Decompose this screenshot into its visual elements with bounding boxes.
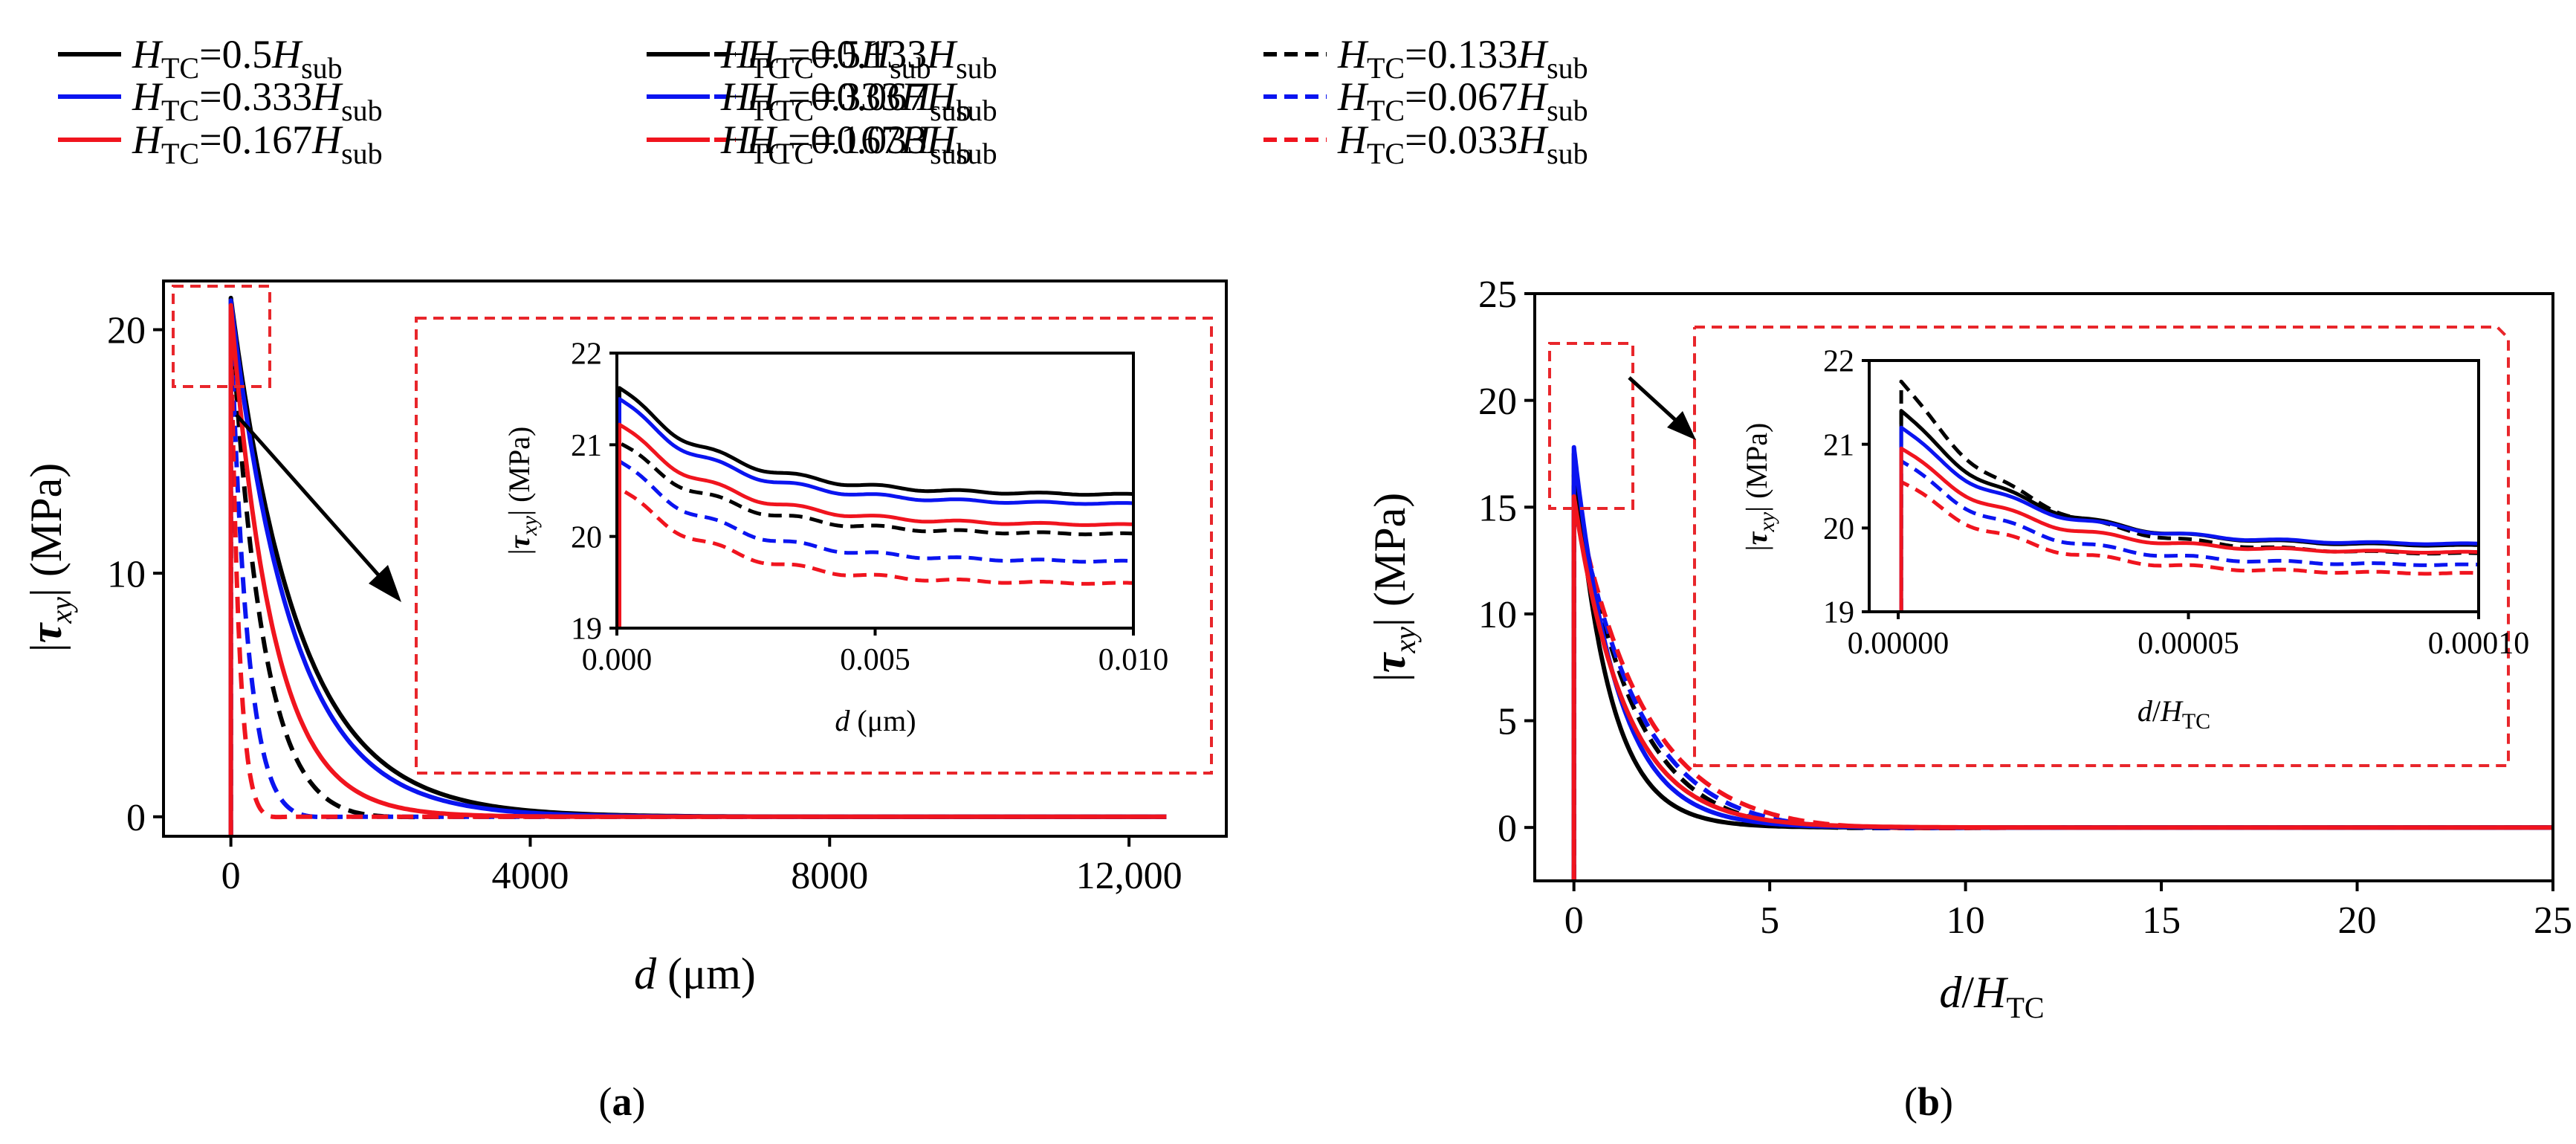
panel-b-x-tick-label: 5	[1760, 899, 1779, 942]
legend-label-h0033: HTC=0.033Hsub	[1337, 117, 1588, 170]
panel-b-zoom-arrowhead	[1667, 411, 1696, 440]
panel-a-inset-x-tick-label: 0.005	[840, 643, 910, 677]
panel-b-plot-frame	[1533, 292, 2554, 882]
inset-series-line-h0167	[1899, 446, 2479, 612]
panel-b-inset-frame	[1868, 359, 2480, 613]
panel-b-inset-ticks: 0.00000 0.00005 0.00010 19 20 21 22	[1823, 345, 2529, 661]
inset-series-line-h0033	[1899, 479, 2479, 612]
panel-b-y-tick-label: 0	[1498, 807, 1517, 850]
panel-a-x-tick-label: 8000	[791, 855, 868, 897]
panel-b-inset-y-tick-label: 21	[1823, 428, 1854, 462]
panel-b-series	[1571, 445, 2553, 881]
panel-b-x-tick-label: 25	[2534, 899, 2572, 942]
panel-b-x-axis-label: d/HTC	[1939, 968, 2044, 1024]
panel-b-y-tick-label: 10	[1478, 594, 1517, 636]
panel-b-y-tick-label: 25	[1478, 274, 1517, 316]
legend-label-h0167: HTC=0.167Hsub	[132, 117, 383, 170]
inset-series-line-h0133	[1899, 379, 2479, 612]
panel-a-y-axis-label: |τxy| (MPa)	[22, 463, 78, 653]
panel-a-inset-x-tick-label: 0.010	[1098, 643, 1169, 677]
panel-a-inset-x-label: d (μm)	[835, 704, 916, 737]
inset-series-line-h0067	[1899, 459, 2479, 612]
panel-b-caption: (b)	[1904, 1079, 1953, 1124]
panel-a-inset-ticks: 0.000 0.005 0.010 19 20 21 22	[571, 337, 1168, 677]
series-line-h0167	[1571, 494, 2553, 881]
panel-b-inset-y-label: |τxy| (MPa)	[1740, 423, 1779, 552]
panel-a-zoom-region	[172, 285, 271, 388]
panel-a-zoom-arrowhead	[369, 565, 401, 602]
panel-b-inset-x-tick-label: 0.00000	[1848, 627, 1949, 661]
series-line-h0333	[1571, 445, 2553, 881]
panel-a-inset-y-tick-label: 21	[571, 429, 602, 463]
panel-a-inset-y-tick-label: 22	[571, 337, 602, 372]
panel-b-inset-y-tick-label: 20	[1823, 512, 1854, 546]
panel-a-y-tick-label: 0	[126, 797, 146, 839]
series-line-h0067	[228, 312, 1167, 836]
inset-series-line-h05	[1899, 409, 2479, 612]
legend-label-h0067: HTC=0.067Hsub	[1337, 74, 1588, 127]
legend-label-h0333: HTC=0.333Hsub	[132, 74, 383, 127]
panel-a-inset-y-label: |τxy| (MPa)	[502, 427, 542, 555]
panel-b-zoom-arrow	[1628, 376, 1683, 427]
panel-b-inset-x-tick-label: 0.00010	[2428, 627, 2530, 661]
inset-series-line-h0133	[618, 441, 1133, 628]
panel-a-y-tick-label: 10	[107, 553, 146, 595]
legend-label-h0133: HTC=0.133Hsub	[746, 32, 997, 85]
panel-a-series	[228, 295, 1167, 836]
inset-series-line-h0167	[618, 422, 1133, 628]
panel-a-y-tick-label: 20	[107, 310, 146, 352]
panel-b-x-tick-label: 15	[2142, 899, 2181, 942]
panel-b-inset-x-tick-label: 0.00005	[2138, 627, 2239, 661]
panel-b-x-tick-label: 20	[2338, 899, 2377, 942]
panel-b-ticks: 0 5 10 15 20 25 0 5 10 15 20 25	[1478, 274, 2572, 942]
panel-a-ticks: 0 4000 8000 12,000 0 10 20	[107, 310, 1182, 897]
panel-b-y-tick-label: 20	[1478, 381, 1517, 423]
panel-a-inset-y-tick-label: 19	[571, 613, 602, 647]
panel-a-inset-x-tick-label: 0.000	[582, 643, 653, 677]
legend-label-h05: HTC=0.5Hsub	[720, 32, 931, 85]
panel-a-inset-border	[415, 317, 1213, 775]
panel-b-y-tick-label: 5	[1498, 701, 1517, 743]
legend-label-h0333: HTC=0.333Hsub	[720, 74, 971, 127]
inset-series-line-h0333	[618, 397, 1133, 628]
panel-a-plot-frame	[162, 279, 1228, 838]
panel-a-inset-series	[618, 386, 1133, 628]
panel-b-x-tick-label: 10	[1946, 899, 1985, 942]
panel-b-inset-y-tick-label: 19	[1823, 596, 1854, 630]
legend-label-h0167: HTC=0.167Hsub	[720, 117, 971, 170]
legend-label-h05: HTC=0.5Hsub	[132, 32, 343, 85]
inset-series-line-h05	[618, 386, 1133, 628]
series-line-h0167	[228, 303, 1167, 836]
panel-b-inset-x-label: d/HTC	[2138, 694, 2210, 734]
legend-label-h0033: HTC=0.033Hsub	[746, 117, 997, 170]
panel-a-x-tick-label: 12,000	[1076, 855, 1182, 897]
panel-b-x-tick-label: 0	[1564, 899, 1584, 942]
series-line-h0133	[228, 306, 1167, 836]
inset-series-line-h0033	[618, 487, 1133, 628]
panel-a-caption: (a)	[599, 1079, 646, 1124]
panel-a-x-tick-label: 0	[221, 855, 241, 897]
legend-label-h0133: HTC=0.133Hsub	[1337, 32, 1588, 85]
panel-b-y-axis-label: |τxy| (MPa)	[1365, 493, 1422, 682]
panel-b-y-tick-label: 15	[1478, 487, 1517, 529]
panel-b-inset-y-tick-label: 22	[1823, 345, 1854, 379]
panel-b-inset-series	[1899, 379, 2479, 612]
panel-a-x-tick-label: 4000	[491, 855, 569, 897]
panel-b-zoom-region	[1548, 342, 1634, 510]
inset-series-line-h0067	[618, 459, 1133, 628]
legend-label-h0067: HTC=0.067Hsub	[746, 74, 997, 127]
panel-a-x-axis-label: d (μm)	[634, 949, 756, 998]
panel-a-inset-y-tick-label: 20	[571, 520, 602, 555]
panel-a-zoom-arrow	[235, 413, 389, 587]
inset-series-line-h0333	[1899, 425, 2479, 612]
panel-b-inset-border	[1693, 326, 2510, 767]
